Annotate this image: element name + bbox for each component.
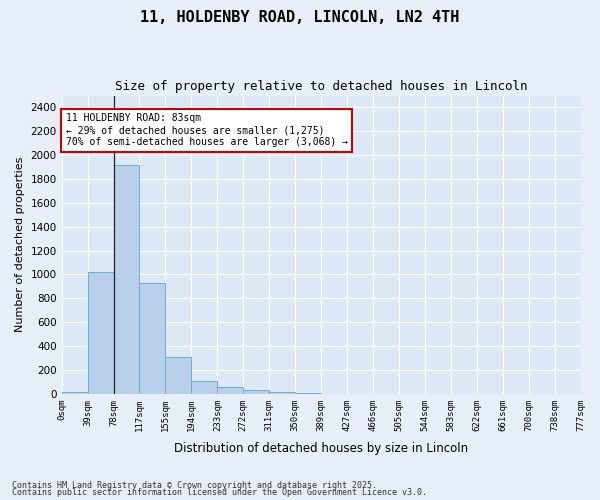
Bar xyxy=(166,357,191,394)
Bar xyxy=(295,393,321,394)
Bar xyxy=(88,272,113,394)
Text: Contains public sector information licensed under the Open Government Licence v3: Contains public sector information licen… xyxy=(12,488,427,497)
X-axis label: Distribution of detached houses by size in Lincoln: Distribution of detached houses by size … xyxy=(174,442,468,455)
Bar xyxy=(269,392,295,394)
Text: 11 HOLDENBY ROAD: 83sqm
← 29% of detached houses are smaller (1,275)
70% of semi: 11 HOLDENBY ROAD: 83sqm ← 29% of detache… xyxy=(65,114,347,146)
Bar xyxy=(191,382,217,394)
Bar xyxy=(113,164,139,394)
Title: Size of property relative to detached houses in Lincoln: Size of property relative to detached ho… xyxy=(115,80,527,93)
Bar xyxy=(217,387,243,394)
Bar xyxy=(243,390,269,394)
Bar xyxy=(62,392,88,394)
Y-axis label: Number of detached properties: Number of detached properties xyxy=(15,157,25,332)
Bar xyxy=(139,283,166,394)
Text: 11, HOLDENBY ROAD, LINCOLN, LN2 4TH: 11, HOLDENBY ROAD, LINCOLN, LN2 4TH xyxy=(140,10,460,25)
Text: Contains HM Land Registry data © Crown copyright and database right 2025.: Contains HM Land Registry data © Crown c… xyxy=(12,480,377,490)
